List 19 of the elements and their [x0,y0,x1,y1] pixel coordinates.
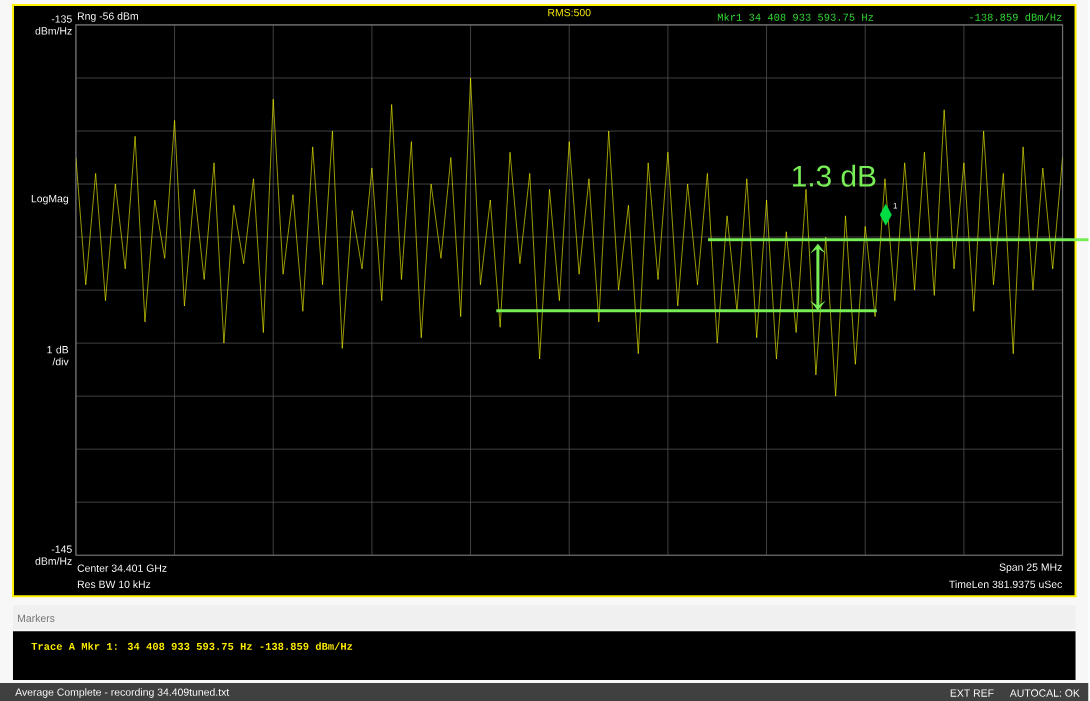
text: Span 25 MHz [999,563,1062,573]
y-tick-label: -145 dBm/Hz [35,545,72,565]
y-tick-label: -135 dBm/Hz [35,15,72,35]
text: -138.859 dBm/Hz [970,13,1062,21]
text: Rng -56 dBm [77,12,138,22]
text: TimeLen 381.9375 uSec [949,580,1063,589]
text: EXT REF [950,689,994,697]
text: LogMag [31,195,69,205]
text: Mkr1 34 408 933 593.75 Hz [717,13,874,21]
text: Markers [18,614,55,622]
annotation: 1.3 dB [792,164,876,187]
text: AUTOCAL: OK [1009,689,1080,697]
text: Trace A Mkr 1: 34 408 933 593.75 Hz -138.859 dBm/Hz [31,642,353,650]
text: Center 34.401 GHz [77,564,167,572]
y-axis-title: 1 dB /div [47,345,69,366]
line-series [75,77,1063,397]
text: Average Complete - recording 34.409tuned.txt [15,688,230,698]
chart-title: RMS:500 [548,8,591,17]
text: Res BW 10 kHz [77,580,151,589]
